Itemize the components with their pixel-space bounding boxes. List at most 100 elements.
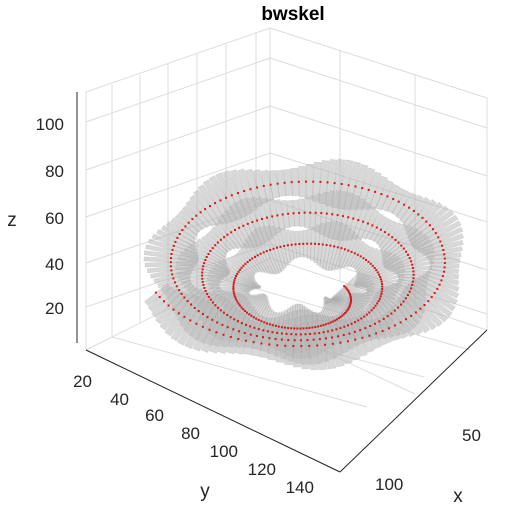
- skeleton-point: [380, 280, 383, 283]
- skeleton-point: [408, 257, 411, 260]
- skeleton-point: [249, 333, 252, 336]
- skeleton-point: [195, 214, 198, 217]
- skeleton-point: [403, 203, 406, 206]
- skeleton-point: [209, 205, 211, 208]
- skeleton-point: [244, 310, 247, 312]
- skeleton-point: [338, 317, 340, 320]
- surface-patch: [208, 313, 232, 354]
- skeleton-point: [280, 332, 283, 335]
- skeleton-point: [272, 247, 275, 250]
- skeleton-point: [290, 333, 293, 336]
- surface-patch: [354, 246, 376, 272]
- skeleton-point: [171, 248, 174, 251]
- skeleton-point: [276, 246, 278, 249]
- skeleton-point: [371, 264, 374, 267]
- skeleton-point: [318, 332, 321, 334]
- skeleton-point: [204, 290, 207, 292]
- skeleton-point: [339, 341, 342, 344]
- skeleton-point: [379, 228, 382, 231]
- surface-patch: [401, 286, 443, 327]
- skeleton-point: [306, 339, 309, 342]
- skeleton-point: [336, 246, 339, 249]
- grid-line: [85, 105, 271, 171]
- x-axis-line: [339, 329, 488, 473]
- skeleton-point: [238, 304, 241, 307]
- skeleton-point: [370, 309, 373, 312]
- skeleton-point: [285, 332, 288, 335]
- skeleton-point: [254, 255, 256, 258]
- skeleton-point: [253, 326, 256, 329]
- skeleton-point: [372, 307, 375, 310]
- z-tick-label: 80: [45, 162, 64, 181]
- skeleton-point: [349, 297, 352, 300]
- surface-patch: [268, 198, 282, 234]
- surface-patch: [164, 293, 199, 337]
- grid-line: [269, 57, 488, 129]
- skeleton-point: [411, 263, 414, 266]
- surface-patch: [399, 194, 424, 225]
- skeleton-point: [284, 344, 287, 347]
- skeleton-point: [244, 262, 247, 265]
- skeleton-point: [163, 300, 165, 303]
- skeleton-point: [276, 344, 279, 347]
- skeleton-point: [262, 185, 265, 187]
- skeleton-point: [283, 245, 286, 247]
- skeleton-point: [371, 224, 374, 227]
- skeleton-point: [219, 238, 222, 241]
- skeleton-point: [174, 281, 176, 284]
- surface-patch: [342, 320, 361, 361]
- surface-patch: [217, 317, 237, 355]
- skeleton-point: [367, 260, 370, 263]
- surface-patch: [157, 272, 192, 289]
- skeleton-point: [312, 180, 315, 183]
- skeleton-point: [237, 338, 240, 340]
- skeleton-point: [410, 314, 413, 317]
- skeleton-point: [232, 288, 235, 290]
- surface-patch: [226, 321, 244, 355]
- chart-title: bwskel: [261, 4, 324, 25]
- surface-patch: [215, 172, 243, 221]
- skeleton-point: [211, 318, 214, 321]
- skeleton-point: [311, 326, 314, 329]
- surface-patch: [222, 170, 248, 219]
- skeleton-point: [287, 339, 290, 341]
- surface-patch: [193, 189, 222, 226]
- skeleton-point: [302, 242, 305, 245]
- skeleton-point: [325, 337, 327, 340]
- skeleton-point: [363, 315, 366, 318]
- z-tick-labels: 100 80 60 40 20: [36, 115, 64, 318]
- skeleton-point: [242, 308, 245, 311]
- skeleton-point: [336, 318, 339, 321]
- y-axis-label: y: [200, 481, 210, 502]
- skeleton-point: [345, 310, 348, 313]
- surface-patch: [170, 217, 198, 240]
- skeleton-point: [306, 242, 309, 245]
- skeleton-point: [443, 257, 446, 260]
- skeleton-point: [326, 181, 329, 184]
- skeleton-point: [242, 264, 245, 267]
- skeleton-point: [263, 321, 266, 324]
- skeleton-point: [299, 327, 302, 330]
- surface-patch: [208, 175, 238, 223]
- skeleton-point: [292, 345, 295, 348]
- surface-patch: [144, 283, 172, 307]
- skeleton-point: [154, 291, 157, 294]
- skeleton-point: [362, 257, 365, 260]
- skeleton-point: [201, 325, 204, 328]
- skeleton-point: [235, 298, 238, 301]
- skeleton-point: [233, 294, 236, 297]
- skeleton-point: [243, 332, 246, 334]
- skeleton-point: [244, 339, 247, 342]
- skeleton-point: [349, 303, 352, 306]
- skeleton-point: [347, 184, 350, 187]
- skeleton-point: [408, 206, 411, 209]
- surface-patch: [305, 163, 314, 200]
- skeleton-point: [348, 293, 351, 295]
- skeleton-point: [233, 318, 236, 321]
- skeleton-point: [202, 313, 204, 316]
- skeleton-point: [373, 267, 376, 269]
- surface-patch: [429, 257, 461, 264]
- skeleton-point: [232, 283, 235, 286]
- surface-patch: [405, 201, 444, 238]
- skeleton-point: [169, 265, 172, 268]
